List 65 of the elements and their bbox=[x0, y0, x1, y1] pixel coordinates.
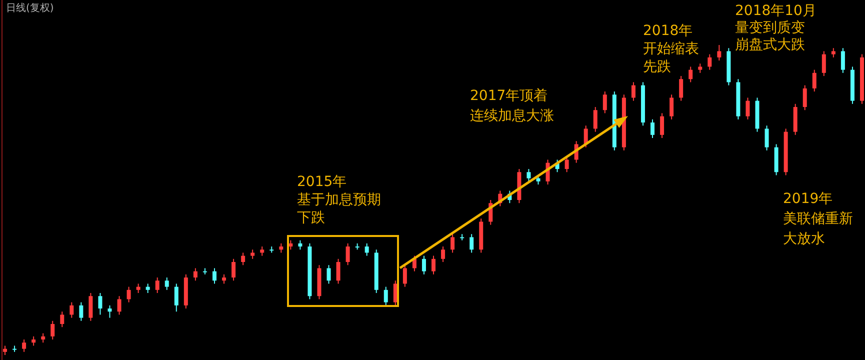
candlestick bbox=[232, 258, 236, 282]
candlestick bbox=[746, 97, 750, 120]
candlestick bbox=[450, 234, 455, 254]
candlestick bbox=[470, 234, 474, 254]
candlestick bbox=[126, 286, 131, 303]
candlestick bbox=[717, 44, 722, 61]
candlestick bbox=[164, 277, 169, 290]
candlestick bbox=[840, 48, 845, 74]
candlestick bbox=[688, 66, 693, 83]
candlestick bbox=[564, 156, 569, 173]
candlestick bbox=[708, 54, 712, 70]
candlestick bbox=[602, 91, 607, 114]
candlestick bbox=[117, 296, 122, 316]
candlestick bbox=[802, 84, 807, 111]
candlestick bbox=[250, 249, 255, 260]
candlestick bbox=[98, 292, 102, 316]
candlestick bbox=[79, 302, 84, 322]
candlestick bbox=[212, 268, 216, 284]
candlestick bbox=[650, 118, 655, 138]
candlestick bbox=[346, 242, 350, 266]
candlestick bbox=[812, 69, 816, 92]
annotation: 2018年开始缩表先跌 bbox=[643, 23, 699, 75]
candlestick bbox=[764, 125, 769, 151]
candlestick bbox=[32, 336, 36, 346]
candlestick bbox=[260, 246, 264, 256]
candlestick bbox=[241, 252, 246, 266]
candlestick bbox=[822, 50, 826, 76]
annotation: 2017年顶着连续加息大涨 bbox=[470, 88, 554, 124]
candlestick bbox=[679, 76, 684, 102]
candlestick bbox=[831, 48, 836, 58]
annotation: 2015年基于加息预期下跌 bbox=[297, 174, 381, 226]
candlestick bbox=[326, 264, 331, 284]
candlestick bbox=[108, 304, 112, 318]
candlestick bbox=[193, 268, 198, 282]
candlestick bbox=[50, 320, 55, 340]
candlestick bbox=[155, 277, 160, 294]
chart-title: 日线(复权) bbox=[6, 2, 54, 14]
candlestick bbox=[631, 82, 636, 102]
candlestick bbox=[526, 168, 531, 182]
annotation: 2018年10月量变到质变崩盘式大跌 bbox=[735, 3, 816, 53]
candlestick bbox=[660, 112, 664, 138]
candlestick bbox=[670, 94, 674, 120]
candlestick bbox=[279, 242, 284, 254]
candlestick bbox=[298, 240, 302, 250]
candlestick bbox=[698, 63, 702, 74]
candlestick bbox=[222, 274, 226, 284]
candlestick bbox=[88, 292, 93, 322]
candlestick bbox=[422, 255, 426, 275]
candlestick bbox=[174, 283, 178, 312]
annotation: 2019年美联储重新大放水 bbox=[783, 191, 853, 247]
candlestick bbox=[60, 311, 64, 328]
candlestick bbox=[364, 242, 369, 256]
candlestick bbox=[384, 286, 388, 306]
candlestick bbox=[146, 283, 150, 294]
candlestick bbox=[593, 106, 598, 132]
candlestick bbox=[441, 246, 446, 262]
candlestick bbox=[22, 339, 26, 352]
candlestick bbox=[584, 125, 588, 148]
candlestick bbox=[41, 332, 46, 344]
candlestick bbox=[432, 255, 436, 275]
candlestick bbox=[402, 264, 407, 288]
candlestick bbox=[70, 302, 74, 318]
candlestick bbox=[136, 283, 140, 294]
candlestick bbox=[3, 345, 7, 356]
candlestick bbox=[336, 258, 340, 284]
